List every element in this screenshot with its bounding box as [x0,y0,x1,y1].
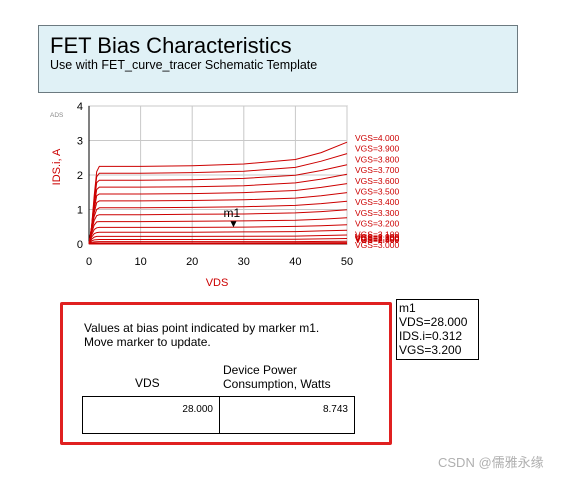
power-header-line-2: Consumption, Watts [223,377,331,391]
legend-entry: VGS=3.000 [355,240,399,250]
chart-series [88,141,348,245]
x-tick-label: 20 [186,256,198,268]
y-tick-label: 4 [77,101,83,113]
series-line [88,229,348,245]
y-tick-label: 2 [77,170,83,182]
legend-entry: VGS=3.700 [355,165,399,175]
x-tick-label: 0 [86,256,92,268]
watermark: CSDN @儒雅永缘 [438,455,544,470]
vds-column-header: VDS [135,376,160,390]
series-line [88,200,348,245]
page-title: FET Bias Characteristics [50,33,292,58]
message-line-2: Move marker to update. [84,335,211,349]
series-line [88,209,348,245]
power-column-header: Device Power Consumption, Watts [223,363,331,391]
x-tick-label: 50 [341,256,353,268]
legend-entry: VGS=2.400 [355,235,399,245]
bias-point-message: Values at bias point indicated by marker… [84,321,319,349]
marker-readout-vgs: VGS=3.200 [399,343,462,357]
y-tick-label: 3 [77,136,83,148]
marker-triangle [230,221,237,228]
legend-entry: VGS=3.600 [355,176,399,186]
x-tick-label: 40 [289,256,301,268]
y-axis-label: IDS.i, A [51,148,63,185]
vds-value-cell: 28.000 [82,396,220,434]
legend-entry: VGS=3.900 [355,144,399,154]
bias-point-values-panel: Values at bias point indicated by marker… [60,302,392,445]
legend-entry: VGS=3.200 [355,219,399,229]
legend-entry: VGS=4.000 [355,133,399,143]
chart-grid [88,105,348,245]
power-value-cell: 8.743 [219,396,355,434]
series-line [88,217,348,245]
legend-entry: VGS=3.100 [355,229,399,239]
legend-entry: VGS=2.600 [355,234,399,244]
ads-corner-label: ADS [50,112,64,119]
page-subtitle: Use with FET_curve_tracer Schematic Temp… [50,58,318,72]
title-panel: FET Bias Characteristics Use with FET_cu… [38,25,518,93]
legend-entry: VGS=2.500 [355,234,399,244]
marker-readout-ids: IDS.i=0.312 [399,329,463,343]
series-line [88,224,348,245]
x-axis-label: VDS [206,277,229,289]
marker-readout: m1 VDS=28.000 IDS.i=0.312 VGS=3.200 [396,299,479,360]
series-line [88,238,348,245]
series-line [88,153,348,245]
legend-entry: VGS=3.500 [355,187,399,197]
x-tick-label: 10 [134,256,146,268]
series-line [88,234,348,245]
series-line [88,240,348,245]
x-tick-label: 30 [238,256,250,268]
legend-entry: VGS=3.800 [355,154,399,164]
marker-readout-name: m1 [399,301,416,315]
marker-readout-vds: VDS=28.000 [399,315,468,329]
power-header-line-1: Device Power [223,363,298,377]
legend-entry: VGS=2.900 [355,232,399,242]
marker-label: m1 [223,206,240,220]
y-tick-label: 1 [77,205,83,217]
message-line-1: Values at bias point indicated by marker… [84,321,320,335]
legend-entry: VGS=2.800 [355,233,399,243]
legend-entry: VGS=3.300 [355,208,399,218]
chart-marker[interactable]: m1 [223,206,240,228]
legend-entry: VGS=3.400 [355,197,399,207]
legend-entry: VGS=2.700 [355,233,399,243]
y-tick-label: 0 [77,239,83,251]
chart-legend: VGS=4.000VGS=3.900VGS=3.800VGS=3.700VGS=… [355,133,399,250]
